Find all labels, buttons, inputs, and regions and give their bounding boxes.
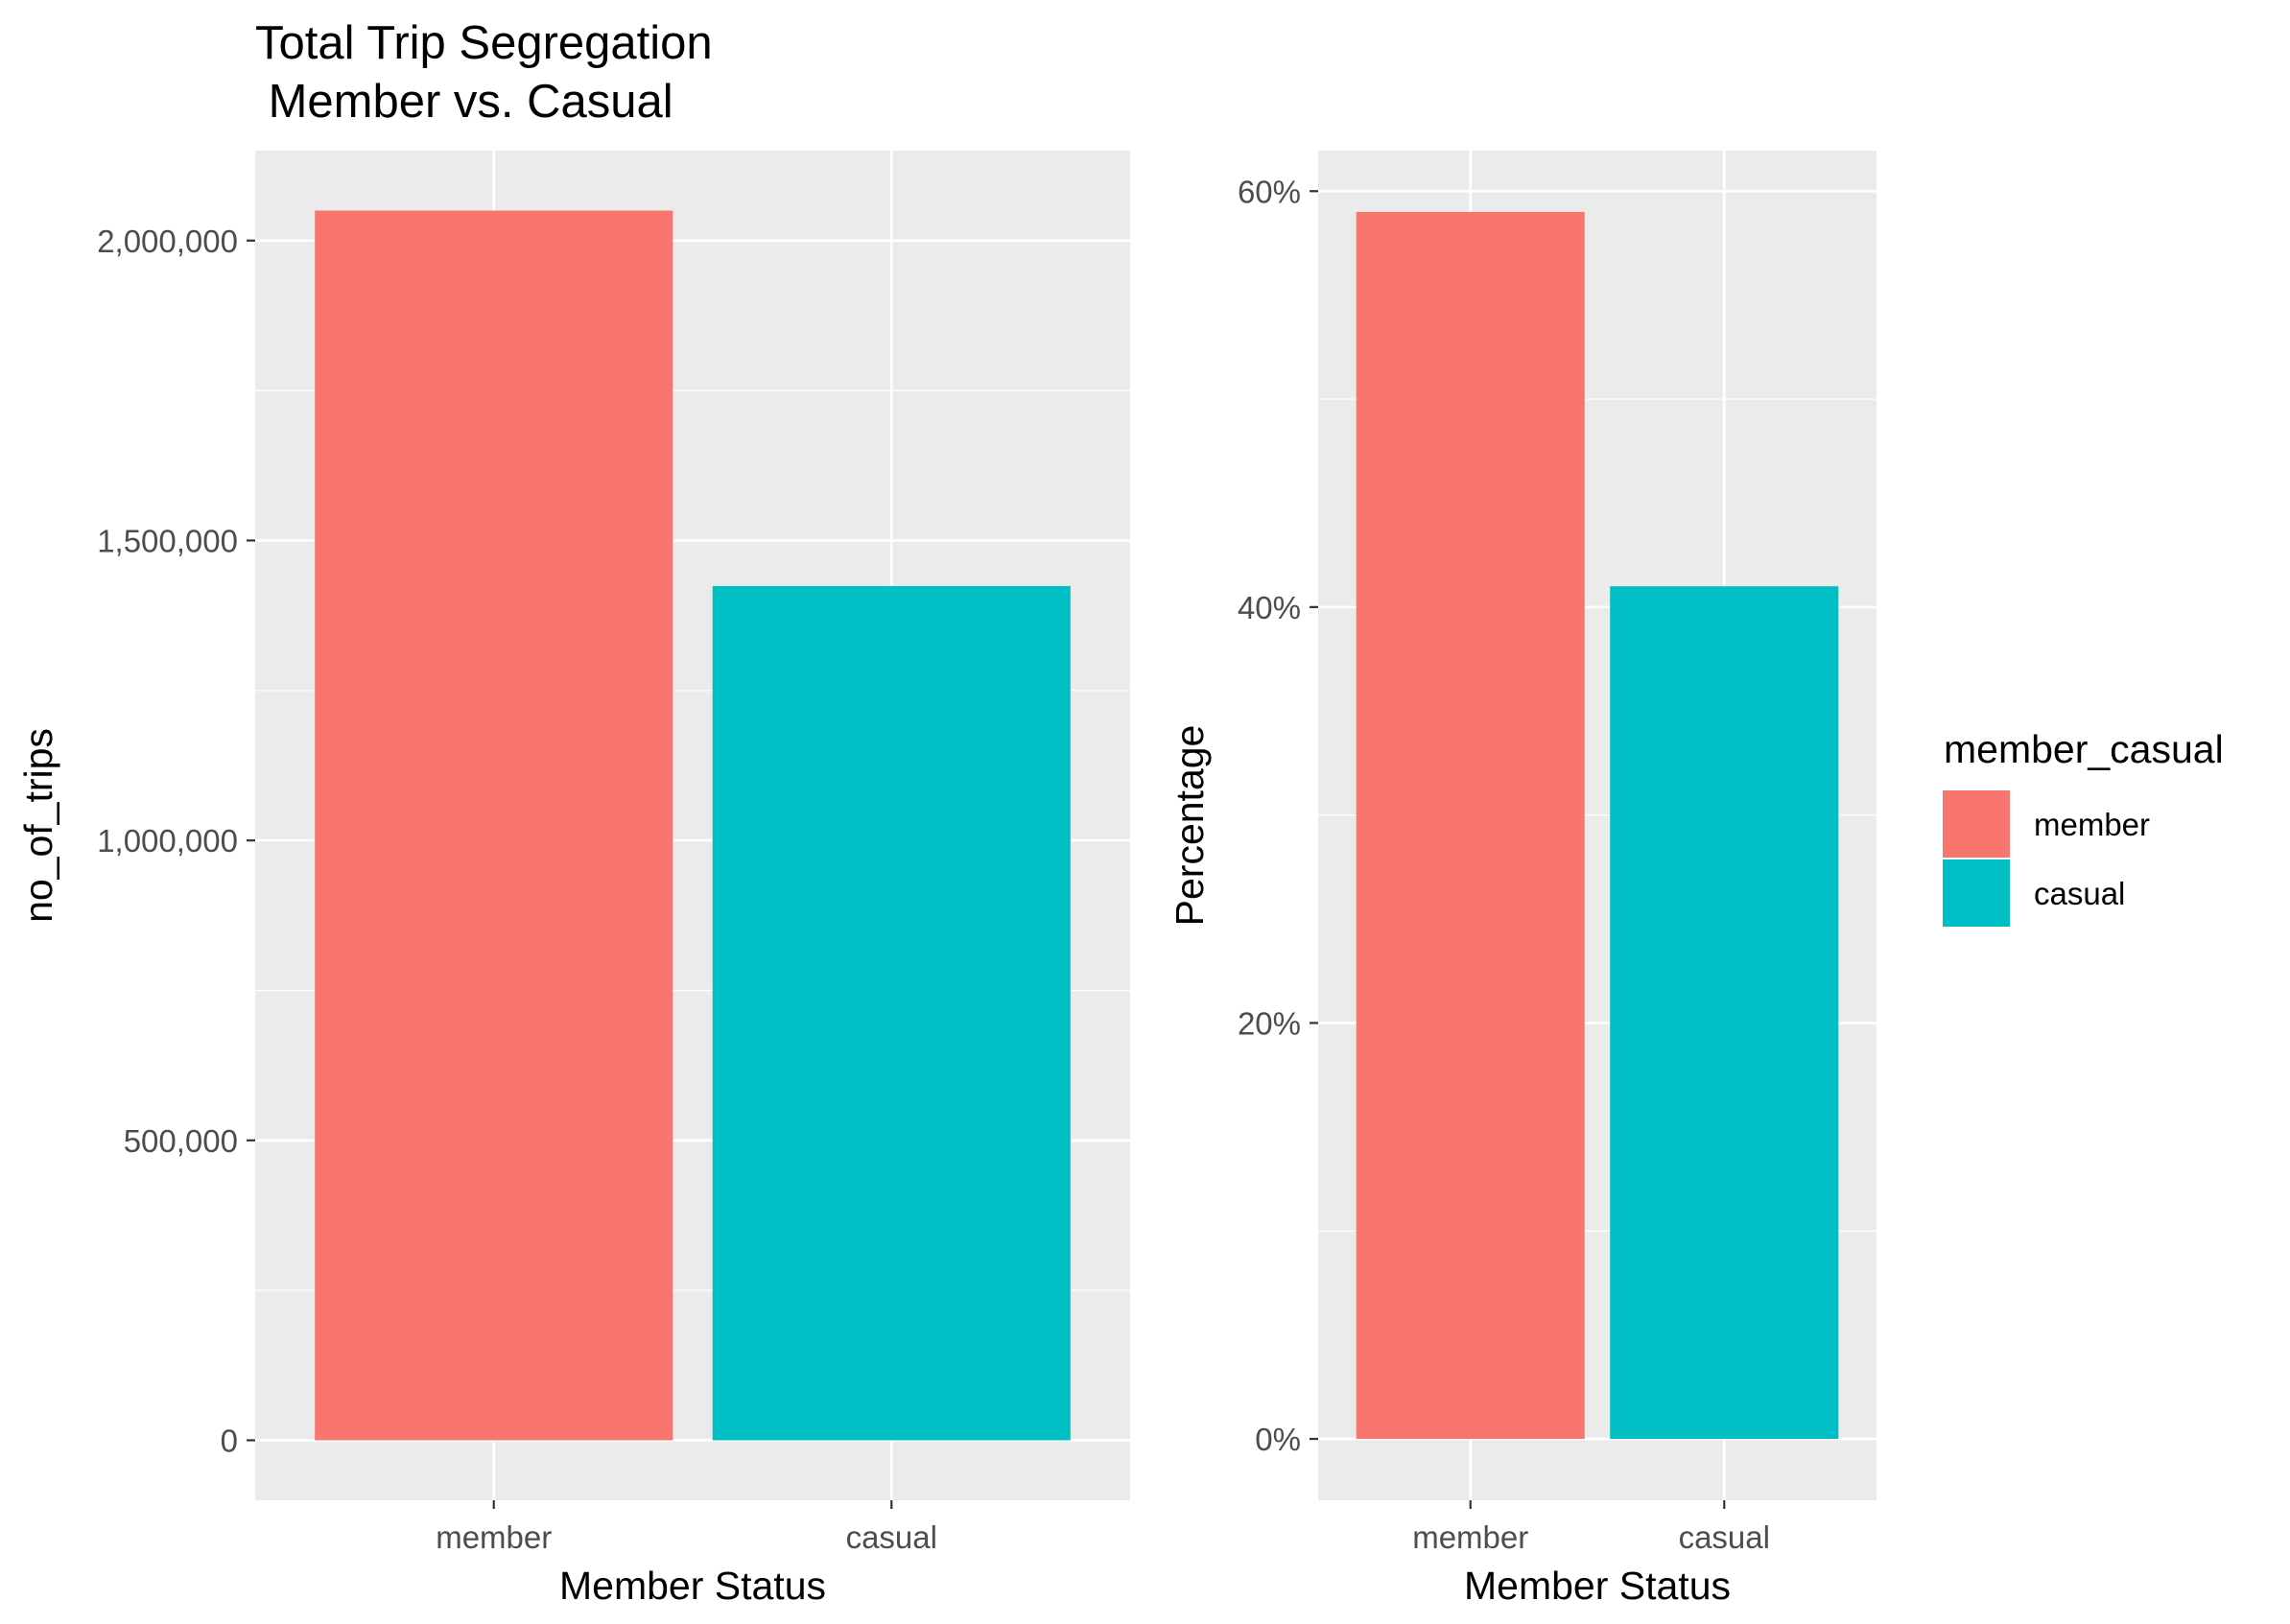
x-tick-label-member: member	[436, 1519, 552, 1555]
chart-title-line-2: Member vs. Casual	[255, 76, 673, 128]
bar-member	[315, 210, 673, 1441]
y-tick-label: 1,000,000	[97, 823, 238, 859]
trips-count-panel: 0 500,000 1,000,000 1,500,000 2,000,000 membe…	[16, 151, 1130, 1608]
chart-title-line-1: Total Trip Segregation	[255, 17, 713, 69]
x-tick-label-casual: casual	[1679, 1519, 1770, 1555]
legend-title: member_casual	[1944, 727, 2224, 771]
y-tick-label: 40%	[1238, 590, 1301, 625]
y-tick-label: 0%	[1255, 1422, 1301, 1457]
x-axis-title: Member Status	[559, 1564, 826, 1608]
y-tick-label: 2,000,000	[97, 224, 238, 259]
x-tick-label-casual: casual	[846, 1519, 937, 1555]
bar-casual	[1610, 586, 1839, 1440]
y-axis-title: no_of_trips	[16, 728, 60, 923]
y-axis-title: Percentage	[1168, 725, 1212, 927]
legend-key-member	[1943, 790, 2010, 858]
y-tick-label: 60%	[1238, 174, 1301, 209]
y-tick-label: 0	[221, 1423, 238, 1458]
legend-label-member: member	[2034, 807, 2150, 842]
x-axis-title: Member Status	[1464, 1564, 1731, 1608]
bar-casual	[712, 585, 1071, 1441]
legend-label-casual: casual	[2034, 876, 2125, 911]
bar-member	[1356, 211, 1585, 1440]
y-tick-label: 20%	[1238, 1005, 1301, 1041]
legend-key-casual	[1943, 859, 2010, 927]
legend: member_casual member casual	[1943, 727, 2224, 927]
y-tick-label: 1,500,000	[97, 523, 238, 558]
x-tick-label-member: member	[1412, 1519, 1528, 1555]
y-tick-label: 500,000	[124, 1123, 238, 1159]
trips-percentage-panel: 0% 20% 40% 60% member casual Member Status Perc…	[1168, 151, 1877, 1608]
